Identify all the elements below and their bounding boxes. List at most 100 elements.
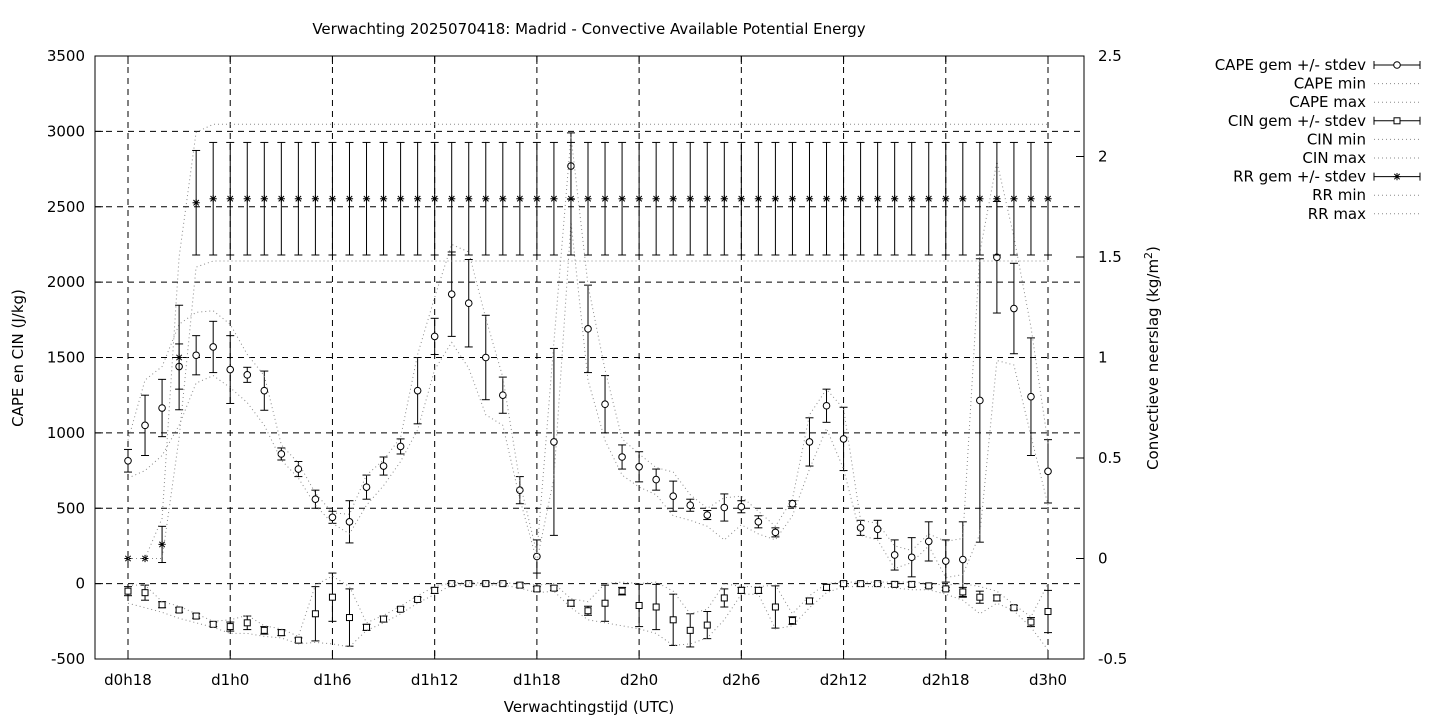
x-tick-label: d1h6	[313, 671, 351, 689]
cape-min-line	[127, 221, 1049, 579]
data-point	[448, 580, 456, 588]
data-point	[482, 580, 490, 588]
legend-label: CIN gem +/- stdev	[1228, 112, 1366, 130]
data-point	[158, 601, 166, 609]
data-point	[465, 195, 473, 203]
data-point	[839, 435, 848, 443]
y2-tick-label: 0.5	[1098, 449, 1122, 467]
chart-title: Verwachting 2025070418: Madrid - Convect…	[312, 20, 865, 38]
legend-label: CIN max	[1302, 149, 1366, 167]
data-point	[209, 620, 217, 628]
series-layer	[124, 123, 1052, 651]
data-point	[908, 580, 916, 588]
data-point	[652, 603, 660, 611]
data-point	[311, 195, 320, 203]
y2-tick-label: 2	[1098, 148, 1108, 166]
y2-tick-label: 1	[1098, 349, 1108, 367]
data-point	[1044, 467, 1052, 476]
data-point	[856, 195, 865, 203]
y-tick-label: 3500	[47, 47, 85, 65]
data-point	[141, 421, 149, 430]
x-tick-label: d1h12	[411, 671, 459, 689]
data-point	[618, 195, 626, 203]
data-point	[379, 195, 388, 203]
data-point	[874, 195, 882, 203]
data-point	[499, 195, 507, 203]
data-point	[277, 629, 285, 637]
data-point	[448, 195, 456, 203]
y-tick-label: 3000	[47, 122, 85, 140]
data-point	[959, 588, 967, 596]
legend-marker	[1393, 173, 1401, 181]
data-point	[414, 595, 422, 603]
data-point	[1027, 195, 1035, 203]
data-point	[345, 195, 354, 203]
data-point	[397, 605, 405, 613]
data-point	[294, 465, 303, 473]
data-point	[874, 580, 882, 588]
data-point	[175, 353, 183, 362]
data-point	[550, 438, 558, 446]
data-point	[652, 195, 660, 203]
y2-axis-label-end: )	[1144, 246, 1162, 252]
data-point	[669, 616, 677, 624]
data-point	[345, 614, 353, 622]
data-point	[720, 594, 728, 602]
data-point	[771, 603, 779, 611]
data-point	[959, 195, 967, 203]
data-point	[363, 623, 371, 631]
data-point	[857, 580, 865, 588]
data-point	[959, 555, 967, 564]
data-point	[771, 528, 780, 537]
data-point	[260, 386, 269, 395]
data-point	[499, 580, 507, 588]
data-point	[192, 351, 200, 360]
data-point	[976, 396, 984, 405]
data-point	[311, 610, 319, 618]
data-point	[618, 587, 626, 595]
data-point	[226, 365, 235, 374]
data-point	[976, 195, 984, 203]
data-point	[414, 195, 422, 203]
x-tick-label: d2h0	[620, 671, 658, 689]
data-point	[294, 636, 302, 644]
data-point	[584, 195, 592, 203]
data-point	[754, 518, 763, 526]
data-point	[277, 195, 285, 203]
y2-axis-label: Convectieve neerslag (kg/m2)	[1142, 246, 1162, 470]
data-point	[447, 290, 456, 298]
data-point	[431, 586, 439, 594]
data-point	[516, 195, 524, 203]
data-point	[379, 462, 388, 470]
rr-min-line	[128, 260, 1048, 559]
data-point	[891, 195, 899, 203]
y-axis-label: CAPE en CIN (J/kg)	[9, 289, 27, 427]
y-tick-label: 1000	[47, 424, 85, 442]
data-point	[669, 195, 677, 203]
data-point	[1044, 608, 1052, 616]
data-point	[686, 626, 694, 634]
data-point	[976, 593, 984, 601]
data-point	[141, 589, 149, 597]
data-point	[141, 554, 149, 563]
data-point	[1010, 304, 1018, 313]
data-point	[158, 404, 166, 412]
data-point	[993, 195, 1001, 203]
data-point	[941, 557, 950, 565]
data-point	[737, 586, 745, 594]
data-point	[396, 442, 405, 451]
data-point	[481, 353, 490, 362]
data-point	[925, 195, 933, 203]
data-point	[822, 195, 831, 203]
data-point	[550, 195, 558, 203]
data-point	[465, 580, 473, 588]
y2-tick-label: 2.5	[1098, 47, 1122, 65]
data-point	[226, 623, 234, 631]
data-point	[243, 619, 251, 627]
data-point	[328, 195, 337, 203]
data-point	[669, 492, 677, 500]
y-tick-label: 1500	[47, 349, 85, 367]
data-point	[209, 343, 217, 351]
data-point	[158, 540, 166, 549]
